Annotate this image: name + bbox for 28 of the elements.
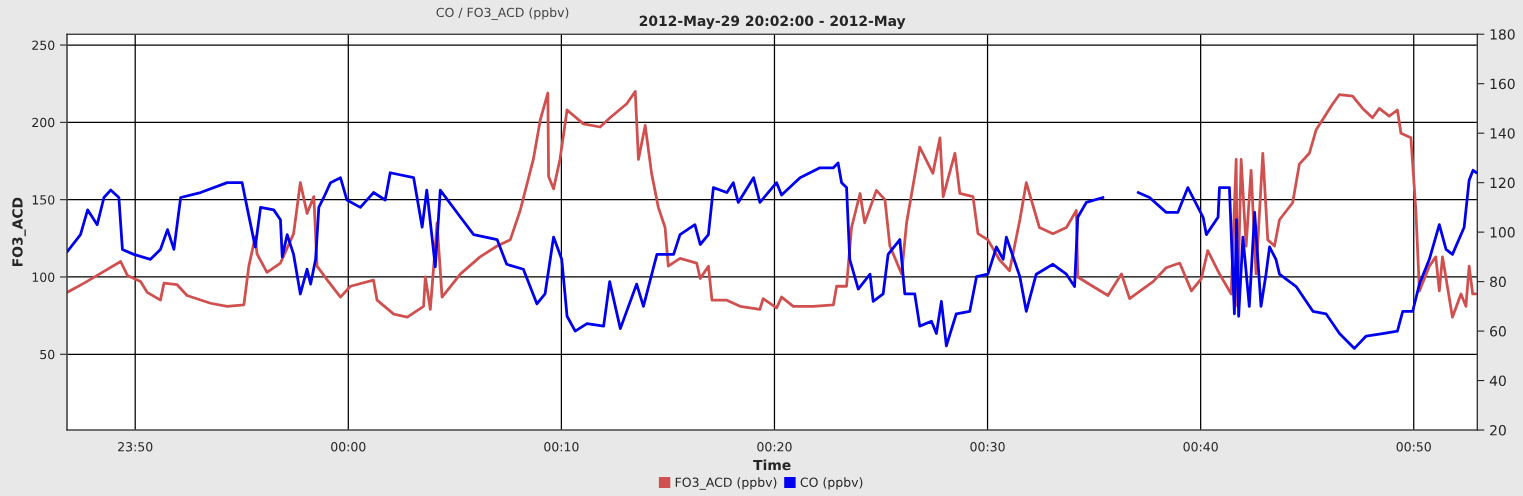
x-axis-title: Time <box>753 459 791 471</box>
x-tick-label: 00:30 <box>970 442 1005 452</box>
x-tick-label: 00:00 <box>331 442 366 452</box>
legend-label: CO (ppbv) <box>800 477 863 490</box>
y2-tick-label: 160 <box>1490 78 1515 90</box>
y-tick-label: 150 <box>32 195 55 205</box>
y2-tick-label: 120 <box>1490 177 1515 189</box>
y-tick-label: 100 <box>32 272 55 282</box>
y-tick-label: 50 <box>40 349 55 360</box>
y2-tick-label: 100 <box>1490 227 1515 238</box>
text: CO / FO3_ACD (ppbv) <box>436 7 569 20</box>
y2-tick-label: 140 <box>1490 128 1515 139</box>
chart-title: 2012-May-29 20:02:00 - 2012-May <box>639 15 906 29</box>
legend-label: FO3_ACD (ppbv) <box>675 477 777 490</box>
y-tick-label: 250 <box>32 40 55 50</box>
x-tick-label: 00:50 <box>1396 442 1431 452</box>
line-series <box>67 90 1478 319</box>
y-axis-title: FO3_ACD <box>12 197 26 267</box>
x-tick-label: 23:50 <box>118 442 153 452</box>
y2-tick-label: 80 <box>1490 276 1506 288</box>
x-tick-label: 00:10 <box>544 442 579 452</box>
y2-tick-label: 40 <box>1489 375 1506 387</box>
y2-tick-label: 180 <box>1490 29 1515 40</box>
x-tick-label: 00:40 <box>1183 442 1218 452</box>
y2-tick-label: 20 <box>1490 425 1506 436</box>
y2-tick-label: 60 <box>1490 326 1506 337</box>
x-tick-label: 00:20 <box>757 442 792 452</box>
y-tick-label: 200 <box>32 117 55 128</box>
